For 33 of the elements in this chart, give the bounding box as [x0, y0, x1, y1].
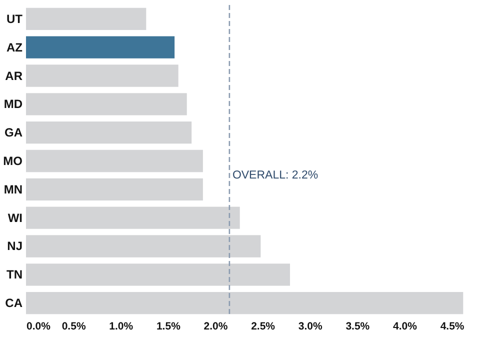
y-tick-label: MD [4, 97, 23, 112]
bar [26, 178, 203, 200]
bar [26, 93, 187, 116]
x-tick-label: 0.0% [26, 320, 52, 332]
bar [26, 150, 203, 172]
y-tick-label: WI [8, 210, 22, 225]
bar [26, 292, 464, 314]
x-tick-label: 2.5% [251, 320, 276, 332]
y-tick-label: NJ [7, 239, 22, 254]
x-tick-label: 4.0% [393, 320, 418, 332]
bar [26, 8, 146, 30]
x-tick-label: 0.5% [62, 320, 86, 332]
x-tick-label: 3.0% [298, 320, 323, 332]
bar [26, 36, 175, 58]
y-tick-label: GA [4, 126, 23, 140]
y-tick-label: AZ [6, 40, 22, 54]
y-tick-label: MN [4, 182, 22, 196]
bar [26, 235, 261, 258]
y-tick-label: TN [6, 268, 22, 282]
bar [26, 122, 192, 144]
bar [26, 206, 240, 229]
y-tick-label: MO [3, 154, 22, 168]
ref-line-label: OVERALL: 2.2% [232, 169, 318, 182]
y-tick-label: UT [6, 12, 24, 26]
x-tick-label: 4.5% [440, 320, 465, 332]
y-tick-label: AR [5, 68, 23, 83]
x-tick-label: 2.0% [204, 320, 228, 332]
x-tick-label: 1.0% [109, 320, 134, 332]
x-tick-label: 3.5% [346, 320, 370, 332]
bar [26, 264, 290, 286]
x-tick-label: 1.5% [156, 320, 182, 332]
bar [26, 64, 178, 87]
y-tick-label: CA [5, 296, 23, 310]
